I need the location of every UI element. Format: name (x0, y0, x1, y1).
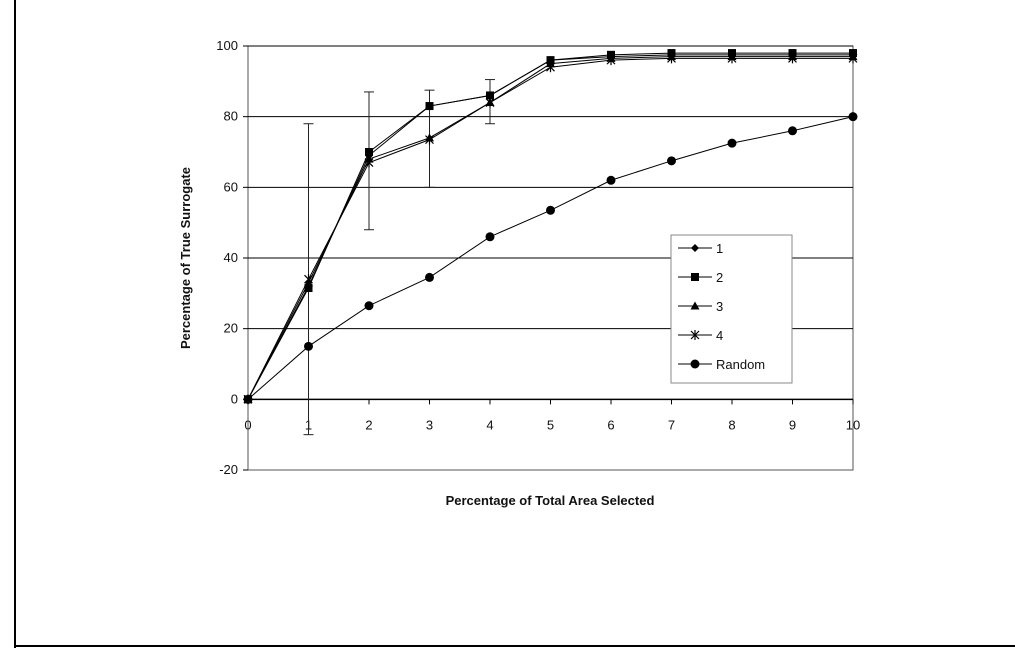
x-tick-label: 6 (607, 417, 614, 432)
data-point (304, 341, 313, 351)
x-tick-label: 7 (668, 417, 675, 432)
legend: 1 2 3 4 Random (670, 234, 793, 384)
data-point (364, 301, 374, 311)
x-tick-label: 8 (728, 417, 735, 432)
legend-marker (690, 301, 700, 310)
x-tick-label: 5 (547, 417, 554, 432)
data-point (848, 112, 858, 122)
legend-entry: 3 (678, 299, 723, 314)
legend-label: 4 (716, 328, 723, 343)
x-tick-label: 3 (426, 417, 433, 432)
data-point (788, 53, 797, 64)
y-tick-label: 0 (231, 391, 238, 406)
y-axis-ticks: 100 80 60 40 20 0 -20 (216, 38, 248, 477)
legend-label: Random (716, 357, 765, 372)
legend-label: 2 (716, 270, 723, 285)
series-random (243, 112, 858, 404)
data-point (304, 274, 313, 285)
x-axis-label: Percentage of Total Area Selected (446, 493, 655, 508)
legend-entry: 2 (678, 270, 723, 285)
x-tick-label: 4 (486, 417, 493, 432)
x-axis: 012345678910 (244, 398, 860, 432)
data-point (365, 148, 373, 156)
data-point (364, 157, 374, 168)
data-point (667, 53, 676, 64)
data-point (425, 102, 434, 111)
legend-label: 1 (716, 241, 723, 256)
legend-marker (690, 330, 700, 340)
x-tick-label: 9 (789, 417, 796, 432)
legend-entry: 1 (678, 241, 723, 256)
x-tick-label: 0 (244, 417, 251, 432)
data-point (546, 205, 555, 215)
legend-entry: 4 (678, 328, 723, 343)
y-tick-label: -20 (219, 462, 238, 477)
data-point (546, 62, 555, 73)
data-point (425, 272, 434, 282)
error-bars (303, 79, 495, 436)
y-axis-label: Percentage of True Surrogate (178, 167, 193, 349)
data-point (486, 91, 494, 100)
data-point (606, 55, 616, 66)
data-point (667, 156, 676, 166)
data-point (727, 138, 737, 148)
legend-entry: Random (678, 357, 765, 372)
y-tick-label: 80 (224, 109, 238, 124)
x-tick-label: 10 (846, 417, 860, 432)
y-tick-label: 100 (216, 38, 238, 53)
data-point (606, 175, 616, 185)
data-point (848, 53, 858, 64)
data-point (304, 284, 313, 293)
data-point (425, 134, 434, 145)
series-lines (243, 49, 858, 405)
data-point (485, 232, 495, 242)
y-tick-label: 60 (224, 179, 238, 194)
y-tick-label: 20 (224, 321, 238, 336)
legend-marker (690, 359, 700, 369)
legend-marker (691, 244, 699, 252)
data-point (727, 53, 737, 64)
data-point (485, 97, 495, 108)
x-tick-label: 2 (365, 417, 372, 432)
legend-marker (691, 273, 699, 281)
legend-label: 3 (716, 299, 723, 314)
y-tick-label: 40 (224, 250, 238, 265)
data-point (243, 394, 253, 404)
data-point (788, 126, 797, 136)
